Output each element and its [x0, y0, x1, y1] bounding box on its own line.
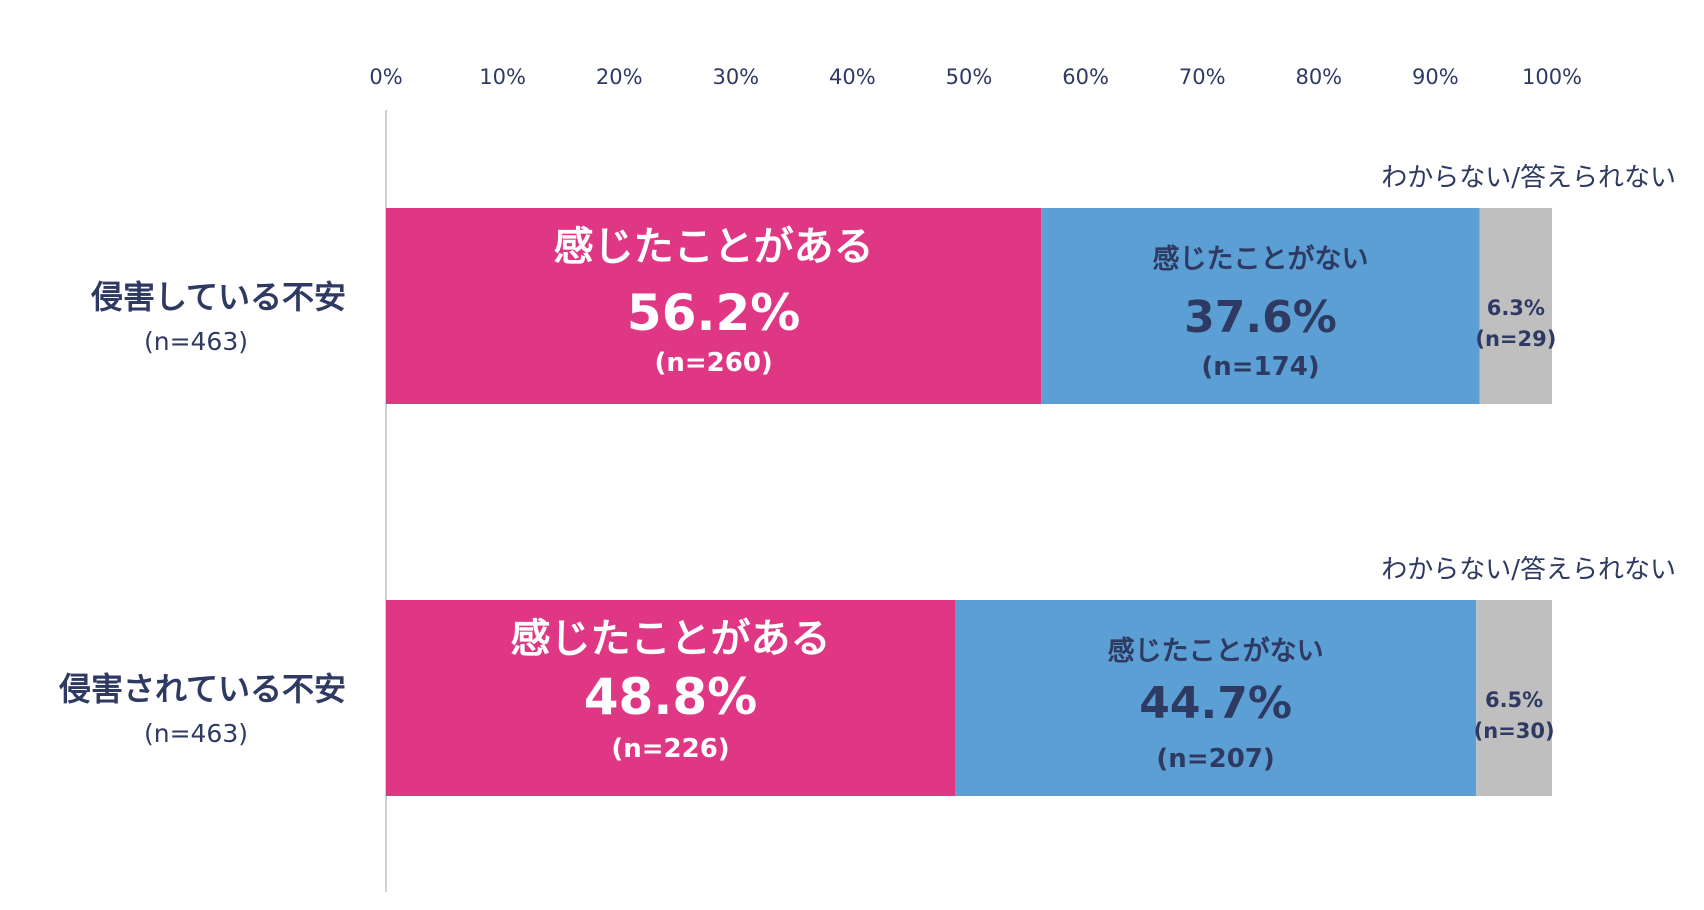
data-label: 6.3% — [1487, 296, 1545, 320]
x-tick-label: 80% — [1295, 65, 1342, 89]
data-label: 44.7% — [1139, 678, 1292, 729]
x-tick-label: 70% — [1179, 65, 1226, 89]
x-tick-label: 90% — [1412, 65, 1459, 89]
bar-segment — [1041, 208, 1480, 404]
x-tick-label: 0% — [369, 65, 402, 89]
category-n-label: (n=463) — [144, 719, 248, 748]
category-label: 侵害されている不安 — [58, 670, 346, 708]
segment-n-label: (n=30) — [1474, 719, 1555, 743]
bar-segment — [1479, 208, 1552, 404]
x-tick-label: 20% — [596, 65, 643, 89]
segment-n-label: (n=226) — [611, 734, 729, 764]
x-tick-label: 60% — [1062, 65, 1109, 89]
bar-segment — [386, 208, 1042, 404]
segment-series-label: わからない/答えられない — [1381, 555, 1676, 585]
segment-n-label: (n=174) — [1201, 352, 1319, 382]
segment-series-label: 感じたことがある — [511, 616, 831, 662]
category-label: 侵害している不安 — [90, 278, 346, 316]
segment-n-label: (n=207) — [1156, 744, 1274, 774]
data-label: 37.6% — [1184, 292, 1337, 343]
segment-n-label: (n=29) — [1475, 327, 1556, 351]
bar-segment — [386, 600, 956, 796]
x-tick-label: 100% — [1522, 65, 1582, 89]
x-tick-label: 40% — [829, 65, 876, 89]
segment-n-label: (n=260) — [654, 348, 772, 378]
x-tick-label: 50% — [946, 65, 993, 89]
x-tick-label: 10% — [479, 65, 526, 89]
data-label: 6.5% — [1485, 688, 1543, 712]
segment-series-label: 感じたことがある — [554, 224, 874, 270]
bar-segment — [1476, 600, 1552, 796]
data-label: 48.8% — [584, 668, 757, 726]
category-n-label: (n=463) — [144, 327, 248, 356]
segment-series-label: わからない/答えられない — [1381, 163, 1676, 193]
data-label: 56.2% — [627, 284, 800, 342]
segment-series-label: 感じたことがない — [1153, 243, 1369, 275]
bar-segment — [955, 600, 1477, 796]
segment-series-label: 感じたことがない — [1108, 635, 1324, 667]
x-tick-label: 30% — [712, 65, 759, 89]
